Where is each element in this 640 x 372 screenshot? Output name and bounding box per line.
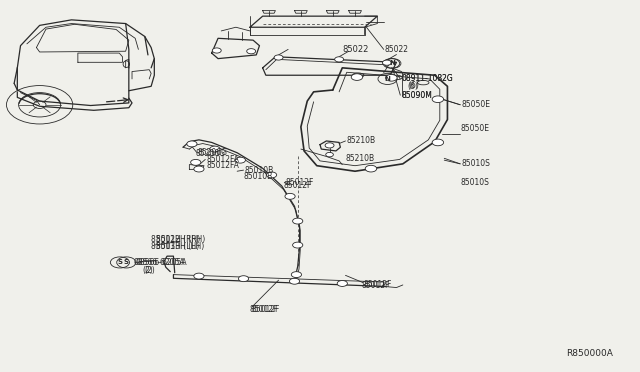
Circle shape bbox=[335, 57, 344, 62]
Text: 85206G: 85206G bbox=[196, 149, 226, 158]
Circle shape bbox=[236, 157, 246, 163]
Circle shape bbox=[383, 60, 392, 65]
Text: (2): (2) bbox=[144, 266, 155, 275]
Text: 85013H (LH): 85013H (LH) bbox=[151, 243, 200, 251]
Text: 85090M: 85090M bbox=[401, 91, 433, 100]
Circle shape bbox=[432, 139, 444, 146]
Circle shape bbox=[274, 55, 283, 60]
Text: 85010B: 85010B bbox=[244, 171, 273, 180]
Text: 85012H (RH): 85012H (RH) bbox=[151, 235, 200, 244]
Text: S: S bbox=[124, 259, 129, 266]
Circle shape bbox=[212, 48, 221, 53]
Text: N: N bbox=[385, 76, 390, 82]
Text: 85010S: 85010S bbox=[461, 159, 490, 169]
Text: 08566-6205A: 08566-6205A bbox=[133, 258, 185, 267]
Circle shape bbox=[326, 153, 333, 157]
Text: R850000A: R850000A bbox=[566, 349, 613, 358]
Circle shape bbox=[285, 193, 295, 199]
Text: 85010S: 85010S bbox=[460, 178, 489, 187]
Text: 85012F: 85012F bbox=[362, 281, 390, 290]
Text: 85012F: 85012F bbox=[252, 305, 280, 314]
Circle shape bbox=[187, 141, 197, 147]
Text: 85050E: 85050E bbox=[461, 100, 490, 109]
Text: S: S bbox=[117, 259, 122, 266]
Text: 85010B: 85010B bbox=[245, 166, 274, 174]
Circle shape bbox=[239, 276, 248, 282]
Text: 85012F: 85012F bbox=[364, 280, 392, 289]
Text: 85022: 85022 bbox=[385, 45, 409, 54]
Circle shape bbox=[194, 273, 204, 279]
Circle shape bbox=[337, 280, 348, 286]
Text: 85012F: 85012F bbox=[284, 182, 312, 190]
Text: (2): (2) bbox=[143, 266, 154, 275]
Circle shape bbox=[266, 172, 276, 178]
Text: 85206G: 85206G bbox=[198, 148, 228, 157]
Text: 08911-1082G: 08911-1082G bbox=[401, 74, 453, 83]
Text: (6): (6) bbox=[408, 81, 419, 90]
Text: 85012F: 85012F bbox=[285, 178, 314, 187]
Circle shape bbox=[351, 74, 363, 80]
Circle shape bbox=[191, 160, 201, 165]
Circle shape bbox=[386, 74, 397, 81]
Text: 85050E: 85050E bbox=[460, 124, 489, 133]
Text: 08911-1082G: 08911-1082G bbox=[401, 74, 453, 83]
Circle shape bbox=[194, 166, 204, 172]
Text: N: N bbox=[390, 60, 396, 67]
Circle shape bbox=[292, 242, 303, 248]
Text: 85090M: 85090M bbox=[401, 91, 433, 100]
Circle shape bbox=[292, 218, 303, 224]
Text: 85012FA: 85012FA bbox=[207, 161, 239, 170]
Text: (6): (6) bbox=[407, 82, 418, 91]
Text: 85210B: 85210B bbox=[346, 154, 374, 163]
Text: 85013H (LH): 85013H (LH) bbox=[156, 243, 204, 251]
Text: 85022: 85022 bbox=[342, 45, 369, 54]
Circle shape bbox=[246, 49, 255, 54]
Text: 85012F: 85012F bbox=[250, 305, 278, 314]
Circle shape bbox=[210, 146, 220, 152]
Circle shape bbox=[365, 165, 377, 172]
Text: 08566-6205A: 08566-6205A bbox=[135, 258, 187, 267]
Circle shape bbox=[325, 143, 334, 148]
Text: 85012H (RH): 85012H (RH) bbox=[156, 235, 205, 244]
Text: 85210B: 85210B bbox=[347, 137, 376, 145]
Text: 85012FA: 85012FA bbox=[207, 155, 239, 164]
Circle shape bbox=[289, 278, 300, 284]
Circle shape bbox=[291, 272, 301, 278]
Circle shape bbox=[432, 96, 444, 103]
